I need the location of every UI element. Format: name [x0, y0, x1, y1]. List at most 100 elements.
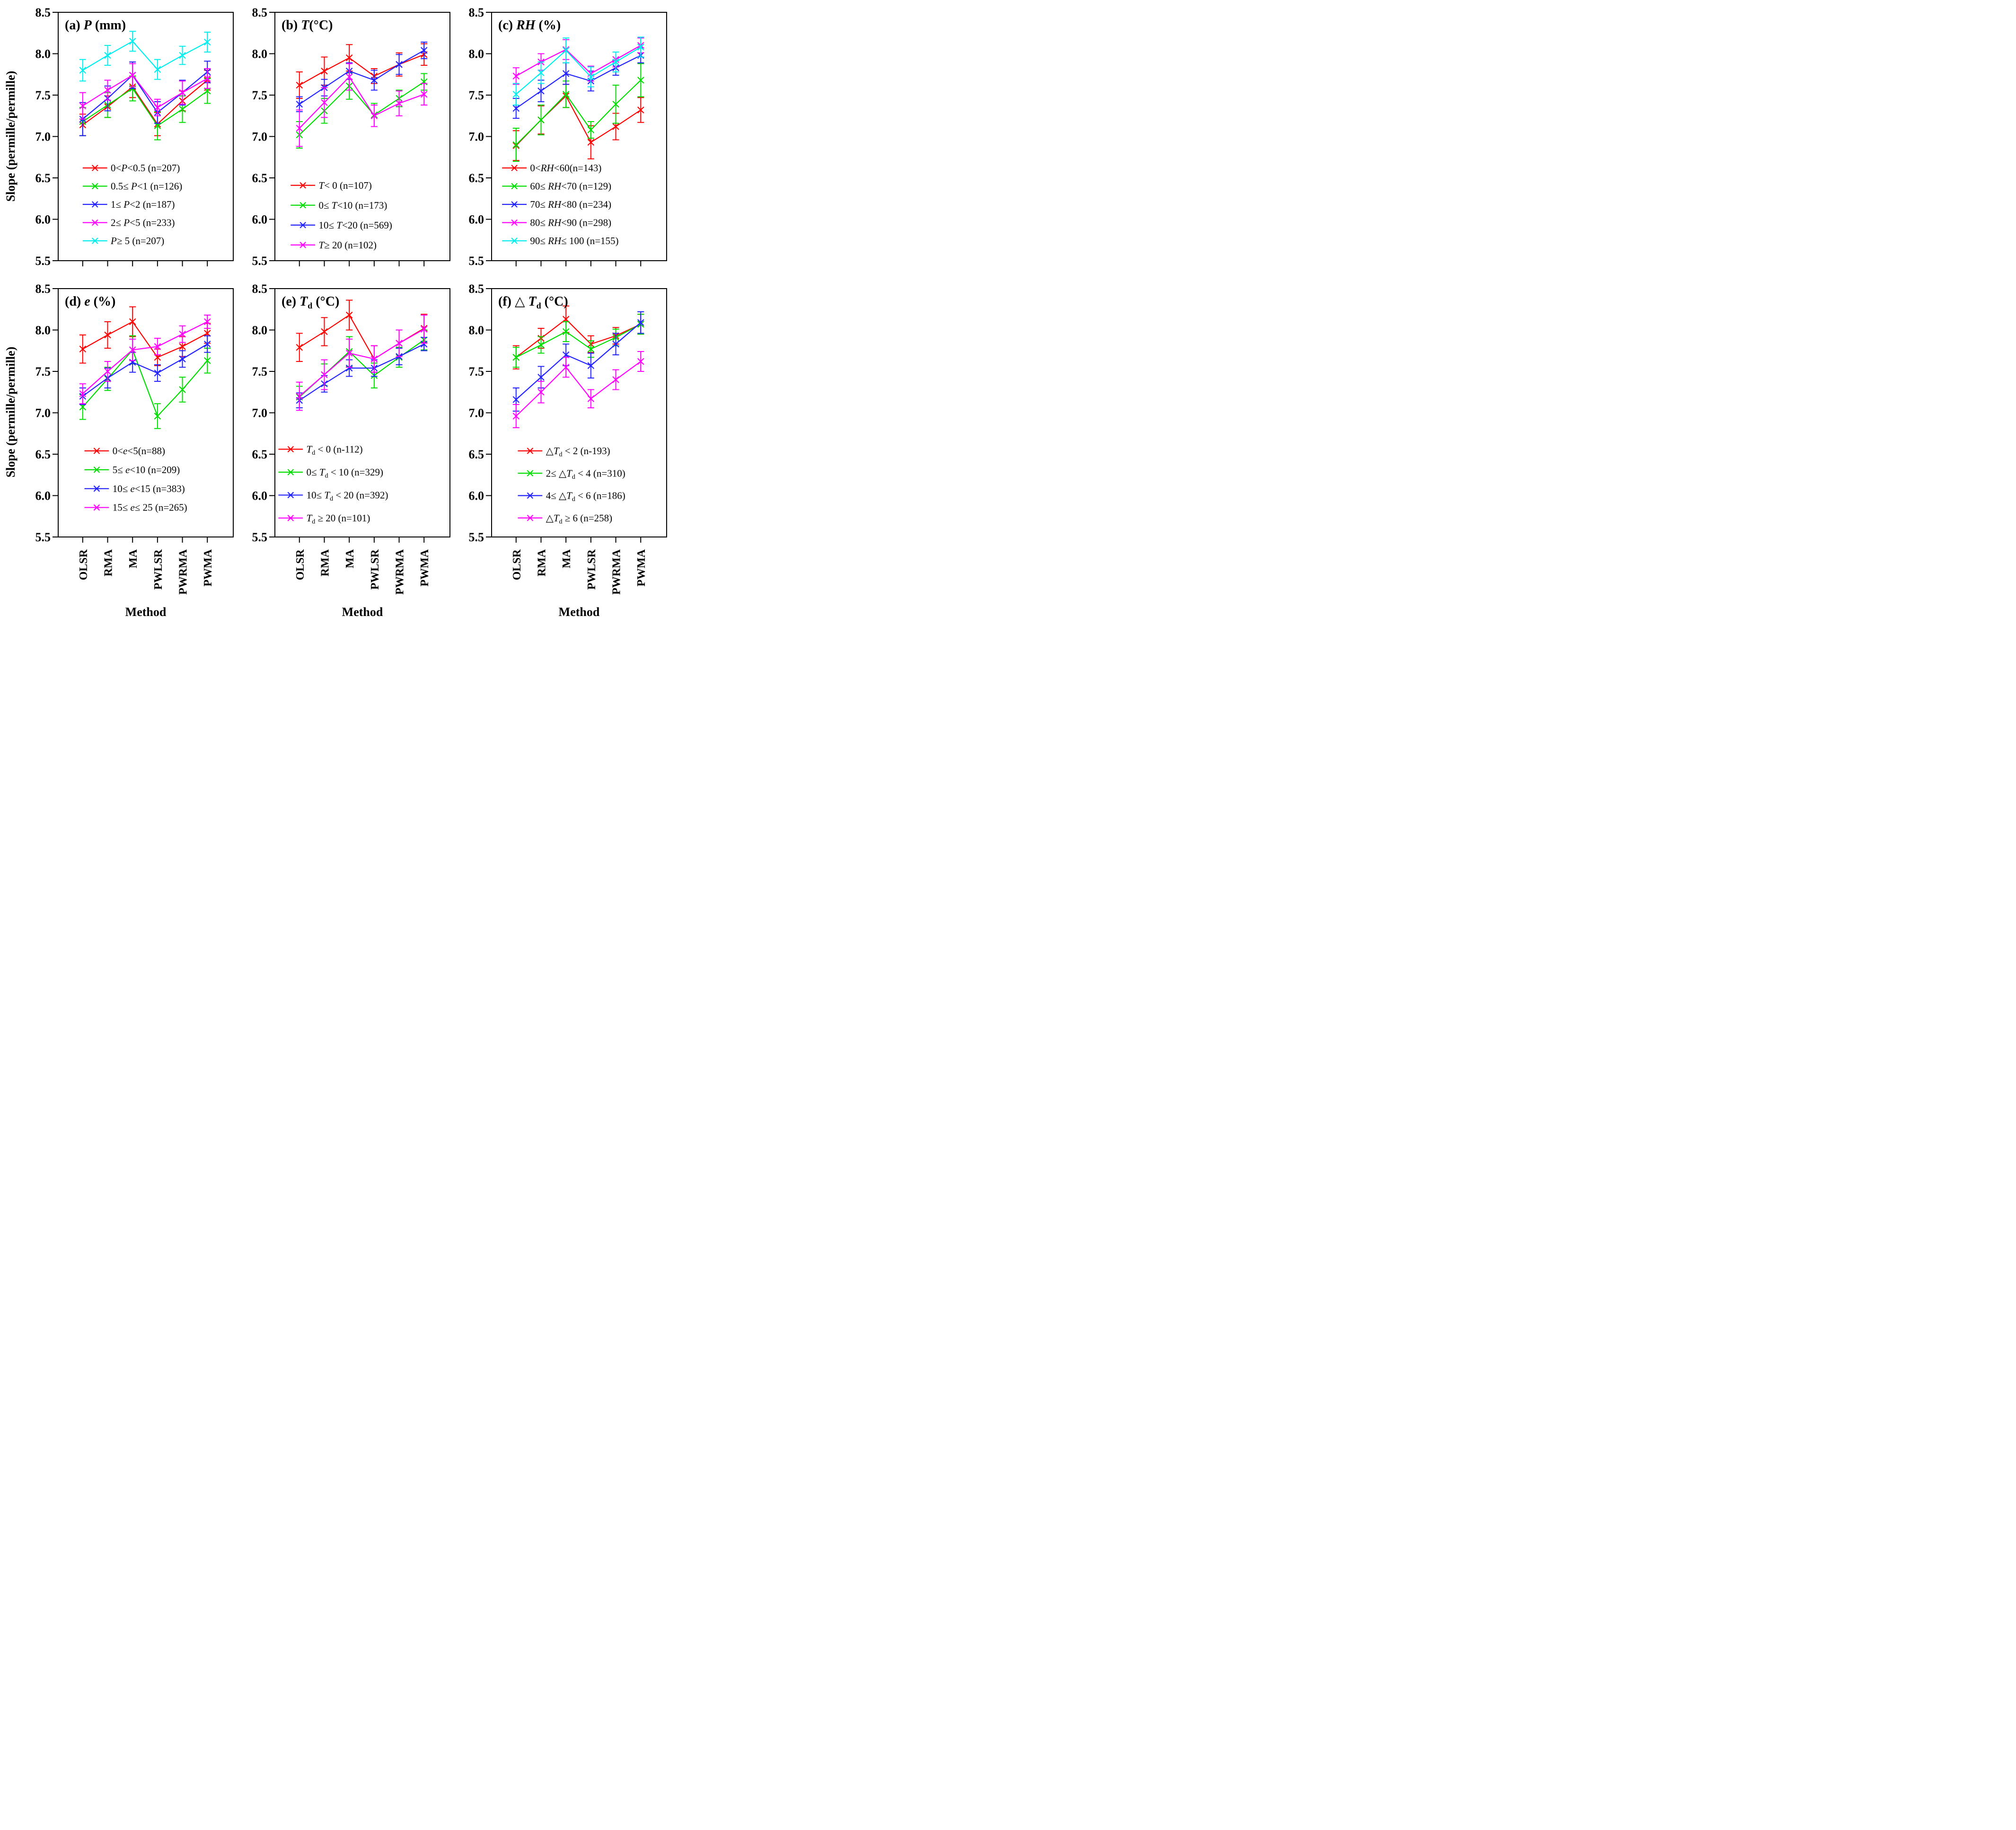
panel-e-chart: 5.5 6.0 6.5 7.0 7.5 8.0 8.5 OLSR RMA MA PWLSR PWRMA… [252, 282, 450, 619]
y-tick-label: 5.5 [252, 530, 268, 544]
series [296, 42, 428, 112]
legend-item: 60≤ RH<70 (n=129) [502, 181, 611, 192]
data-point-marker [104, 87, 111, 94]
series-line [516, 45, 641, 77]
series-line [299, 50, 424, 105]
legend-item: 90≤ RH≤ 100 (n=155) [502, 235, 619, 246]
legend-label: Td ≥ 20 (n=101) [307, 512, 370, 526]
series [512, 311, 644, 412]
data-point-marker [420, 90, 428, 98]
y-tick-label: 6.5 [469, 171, 484, 185]
data-point-marker [129, 71, 136, 79]
legend-label: 10≤ e<15 (n=383) [113, 483, 185, 494]
legend-item: △Td < 2 (n-193) [518, 445, 610, 458]
series-line [516, 318, 641, 358]
y-axis-label-container-top: Slope (permille/permille) [0, 1, 21, 277]
legend: 0<e<5(n=88) 5≤ e<10 (n=209) 10≤ e<15 (n=38… [84, 445, 187, 513]
y-tick-label: 7.5 [35, 88, 51, 102]
y-tick-label: 5.5 [469, 530, 484, 544]
series-line [82, 79, 208, 125]
data-point-marker [537, 87, 545, 95]
data-point-marker [420, 340, 428, 348]
data-point-marker [296, 81, 303, 89]
series [512, 351, 644, 428]
data-point-marker [537, 373, 545, 381]
series [296, 299, 428, 373]
legend-item: 5≤ e<10 (n=209) [84, 464, 180, 475]
legend-label: 0<P<0.5 (n=207) [111, 162, 180, 174]
y-tick-label: 7.0 [35, 130, 51, 144]
x-tick-label: MA [561, 549, 573, 568]
data-point-marker [537, 341, 545, 349]
data-point-marker [179, 52, 186, 59]
legend-item: 0<P<0.5 (n=207) [82, 162, 180, 174]
series [79, 315, 211, 405]
data-point-marker [537, 388, 545, 396]
data-point-marker [512, 105, 520, 112]
legend-label: 1≤ P<2 (n=187) [111, 199, 175, 210]
data-point-marker [512, 353, 520, 361]
y-tick-label: 5.5 [35, 254, 51, 268]
legend-item: 1≤ P<2 (n=187) [82, 199, 175, 210]
data-point-marker [79, 390, 87, 397]
x-tick-label: PWLSR [586, 549, 598, 589]
data-point-marker [637, 358, 644, 365]
legend-item: T≥ 20 (n=102) [291, 239, 377, 251]
legend-label: 80≤ RH<90 (n=298) [530, 217, 611, 229]
data-point-marker [587, 345, 595, 353]
data-point-marker [637, 106, 644, 114]
panel-title: (c) RH (%) [498, 18, 561, 33]
x-tick-label: PWLSR [369, 549, 381, 589]
data-point-marker [154, 66, 161, 73]
series [296, 43, 428, 99]
legend-label: P≥ 5 (n=207) [110, 235, 164, 246]
legend-label: 2≤ △Td < 4 (n=310) [546, 467, 625, 481]
data-point-marker [562, 328, 570, 335]
series [512, 47, 644, 119]
legend: 0<P<0.5 (n=207) 0.5≤ P<1 (n=126) 1≤ P<2 (n… [82, 162, 182, 246]
panel-title: (d) e (%) [65, 294, 115, 309]
x-tick-label: RMA [102, 549, 114, 576]
legend-item: 15≤ e≤ 25 (n=265) [84, 502, 187, 513]
series [79, 63, 211, 120]
data-point-marker [420, 326, 428, 333]
data-point-marker [179, 355, 186, 363]
panel-d-vapor-pressure: 5.5 6.0 6.5 7.0 7.5 8.0 8.5 OLSR RMA MA PWLSR PWRMA… [21, 277, 238, 623]
data-point-marker [296, 393, 303, 400]
y-tick-label: 8.0 [469, 324, 484, 337]
data-point-marker [512, 396, 520, 403]
y-tick-label: 7.0 [35, 406, 51, 420]
data-point-marker [321, 99, 328, 106]
y-tick-label: 6.0 [469, 213, 484, 227]
y-tick-label: 7.5 [252, 365, 268, 378]
series-line [299, 343, 424, 401]
legend-label: 10≤ Td < 20 (n=392) [307, 489, 388, 502]
series [79, 335, 211, 405]
legend-item: 0<e<5(n=88) [84, 445, 165, 457]
data-point-marker [154, 104, 161, 111]
series [512, 314, 644, 368]
legend-item: 2≤ △Td < 4 (n=310) [518, 467, 625, 481]
x-tick-label: RMA [319, 549, 331, 576]
data-point-marker [179, 330, 186, 338]
data-point-marker [179, 343, 186, 350]
data-point-marker [587, 395, 595, 403]
data-point-marker [587, 362, 595, 370]
legend-label: T≥ 20 (n=102) [319, 239, 377, 251]
legend: T< 0 (n=107) 0≤ T<10 (n=173) 10≤ T<20 (n=5… [291, 180, 392, 251]
legend-label: △Td < 2 (n-193) [546, 445, 610, 458]
legend-label: 4≤ △Td < 6 (n=186) [546, 490, 625, 503]
legend-label: T< 0 (n=107) [319, 180, 372, 191]
x-tick-label: PWRMA [394, 549, 406, 595]
data-point-marker [345, 311, 353, 319]
y-tick-label: 7.5 [469, 88, 484, 102]
y-tick-label: 8.0 [252, 324, 268, 337]
data-point-marker [562, 90, 570, 98]
series [79, 31, 211, 82]
data-point-marker [321, 328, 328, 335]
legend-item: 80≤ RH<90 (n=298) [502, 217, 611, 229]
series-line [82, 349, 208, 417]
data-point-marker [79, 102, 87, 110]
legend-label: 0<e<5(n=88) [113, 445, 165, 457]
y-tick-label: 6.0 [469, 489, 484, 503]
